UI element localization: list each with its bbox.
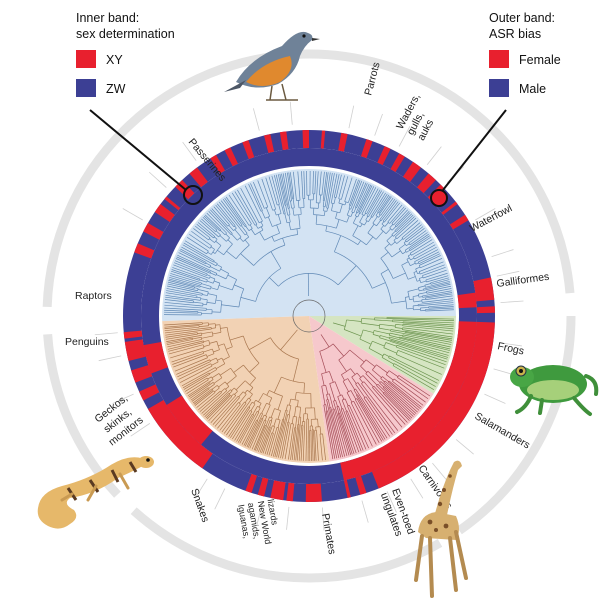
- legend-swatch-male: [489, 79, 509, 97]
- outer-band-female-35: [124, 339, 146, 361]
- label-frogs: Frogs: [496, 340, 525, 357]
- clade-sectors: [162, 168, 456, 463]
- label-waterfowl: Waterfowl: [468, 202, 515, 234]
- phylogenetic-tree: [164, 171, 454, 461]
- outer-band-female-14: [360, 139, 373, 159]
- outer-band-female-21: [449, 214, 469, 230]
- label-waders: Waders, gulls, auks: [394, 92, 436, 143]
- outer-arc-1: [456, 315, 576, 535]
- outer-band-female-10: [279, 131, 289, 151]
- legend-outer-title-1: Outer band:: [489, 11, 555, 25]
- label-raptors: Raptors: [75, 290, 112, 302]
- outer-band-female-9: [264, 134, 275, 153]
- pointer-outer-circle: [430, 189, 448, 207]
- outer-band-female-11: [302, 130, 309, 149]
- outer-band-female-23: [476, 306, 495, 314]
- legend-label-male: Male: [519, 82, 546, 96]
- outer-band-female-6: [210, 154, 225, 174]
- outer-band-female-12: [320, 130, 326, 149]
- outer-band-female-3: [164, 196, 181, 211]
- outer-band-female-29: [270, 480, 286, 501]
- outer-band-female-22: [473, 277, 495, 302]
- outer-band-female-24: [371, 321, 495, 489]
- inner-band-xy-0: [340, 321, 477, 481]
- outer-band-female-13: [338, 132, 348, 152]
- outer-band-female-32: [147, 400, 213, 469]
- legend-swatch-zw: [76, 79, 96, 97]
- outer-band-female-25: [355, 475, 367, 495]
- label-primates: Primates: [319, 512, 338, 555]
- outer-arc-2: [130, 507, 443, 583]
- gecko-icon: [37, 456, 154, 529]
- sector-amphibians: [309, 316, 456, 394]
- legend-inner-title-1: Inner band:: [76, 11, 139, 25]
- legend-inner-band: Inner band: sex determination XY ZW: [76, 11, 175, 97]
- pointer-outer-line: [442, 109, 507, 191]
- outer-band-female-36: [123, 330, 143, 339]
- inner-band-xy-1: [166, 395, 213, 445]
- outer-band-female-34: [131, 365, 153, 383]
- outer-band-female-1: [143, 223, 164, 240]
- outer-band-female-7: [224, 147, 239, 167]
- label-iguanas-line4: lizards: [266, 498, 280, 526]
- outer-band-female-8: [242, 140, 255, 160]
- legend-outer-band: Outer band: ASR bias Female Male: [489, 11, 561, 97]
- pointer-inner-circle: [183, 185, 203, 205]
- label-snakes: Snakes: [188, 487, 211, 524]
- legend-pointers: [89, 109, 507, 207]
- outer-band-female-33: [139, 384, 160, 401]
- trait-rings: [123, 129, 495, 502]
- legend-inner-title-2: sex determination: [76, 27, 175, 41]
- giraffe-icon: [414, 460, 468, 598]
- label-even-toed: Even-toed ungulates: [378, 487, 417, 538]
- label-iguanas: Iguanas, agamids, New World lizards: [236, 498, 280, 545]
- legend-label-female: Female: [519, 53, 561, 67]
- legend-label-xy: XY: [106, 53, 123, 67]
- legend-swatch-xy: [76, 50, 96, 68]
- outer-band-female-28: [286, 482, 295, 502]
- outer-arc-0: [42, 49, 575, 308]
- label-galliformes: Galliformes: [496, 271, 550, 290]
- outer-band-female-2: [154, 204, 175, 223]
- bird-icon: [224, 31, 320, 101]
- legend-swatch-female: [489, 50, 509, 68]
- outer-band-female-31: [245, 473, 258, 493]
- pointer-inner-line: [89, 109, 187, 191]
- outer-band-female-30: [257, 477, 269, 497]
- outer-band-female-16: [390, 153, 405, 172]
- outer-band-female-18: [416, 173, 436, 194]
- outer-band-female-0: [134, 243, 155, 259]
- outer-band-female-5: [189, 167, 208, 188]
- label-penguins: Penguins: [65, 336, 109, 348]
- legend-label-zw: ZW: [106, 82, 126, 96]
- outer-band-female-26: [343, 479, 351, 498]
- label-salamanders: Salamanders: [473, 410, 533, 451]
- inner-band-xy-3: [457, 292, 477, 309]
- label-parrots: Parrots: [362, 61, 382, 97]
- outer-band-female-27: [305, 483, 322, 502]
- label-geckos: Geckos, skinks, monitors: [92, 392, 145, 448]
- outer-band-female-20: [441, 201, 458, 215]
- inner-band-xy-2: [143, 342, 169, 374]
- outer-band-female-15: [377, 146, 391, 166]
- legend-outer-title-2: ASR bias: [489, 27, 541, 41]
- outer-band-female-17: [402, 161, 421, 182]
- frog-icon: [510, 365, 599, 416]
